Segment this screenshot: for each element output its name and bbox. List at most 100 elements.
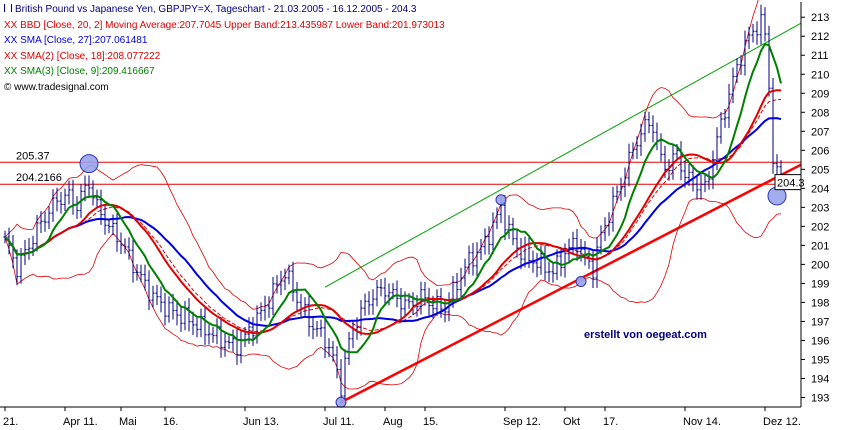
ohlc-bar: [259, 302, 263, 322]
ohlc-bar: [635, 136, 639, 160]
y-tick-label: 205: [811, 164, 829, 176]
ohlc-bar: [707, 170, 711, 190]
ohlc-bar: [719, 112, 723, 144]
bollinger-lower-band: [4, 197, 782, 390]
ohlc-bar: [95, 189, 99, 208]
ohlc-bar: [283, 268, 287, 291]
ohlc-bar: [343, 349, 347, 405]
ohlc-bar: [595, 237, 599, 288]
ohlc-bar: [463, 258, 467, 287]
ohlc-bar: [143, 264, 147, 291]
ohlc-bar: [775, 154, 779, 177]
ohlc-bar: [123, 238, 127, 254]
ohlc-bar: [155, 284, 159, 306]
y-tick-label: 206: [811, 145, 829, 157]
ohlc-bar: [699, 174, 703, 200]
ohlc-bar: [607, 212, 611, 236]
ohlc-bar: [639, 123, 643, 156]
ohlc-bar: [223, 332, 227, 357]
y-tick-label: 201: [811, 240, 829, 252]
ohlc-bar: [379, 278, 383, 297]
ohlc-bar: [203, 306, 207, 345]
level-label-2: 204.2166: [16, 172, 62, 184]
x-tick-label: Okt: [563, 416, 580, 428]
legend-source: www.tradesignal.com: [14, 81, 109, 93]
ohlc-bar: [47, 206, 51, 230]
ohlc-bar: [119, 232, 123, 254]
x-tick-label: Jun 13.: [243, 416, 279, 428]
ohlc-bar: [459, 267, 463, 300]
y-tick-label: 203: [811, 202, 829, 214]
x-tick-label: 15.: [423, 416, 438, 428]
ohlc-bar: [487, 226, 491, 255]
ohlc-bar: [615, 185, 619, 203]
ohlc-bar: [63, 188, 67, 211]
watermark-text: erstellt von oegeat.com: [584, 329, 707, 341]
ohlc-bar: [187, 298, 191, 332]
ohlc-bar: [87, 175, 91, 198]
ohlc-bar: [375, 280, 379, 307]
pivot-marker: [79, 154, 99, 174]
ohlc-bar: [479, 238, 483, 261]
ohlc-bars: [3, 4, 783, 407]
ohlc-bar: [167, 296, 171, 323]
chart-legend: British Pound vs Japanese Yen, GBPJPY=X,…: [4, 2, 445, 95]
ohlc-bar: [475, 242, 479, 276]
ohlc-bar: [279, 270, 283, 296]
ohlc-bar: [335, 346, 339, 379]
ohlc-bar: [743, 30, 747, 76]
ohlc-bar: [35, 214, 39, 252]
ohlc-bar: [287, 264, 291, 285]
ohlc-bar: [139, 264, 143, 283]
ohlc-bar: [323, 317, 327, 358]
legend-xx-sma2: XX: [4, 50, 18, 62]
ohlc-bar: [483, 228, 487, 255]
ohlc-bar: [727, 83, 731, 129]
y-tick-label: 204: [811, 183, 829, 195]
ohlc-bar: [399, 288, 403, 320]
y-tick-label: 213: [811, 12, 829, 24]
ohlc-bar: [23, 239, 27, 265]
ohlc-bar: [207, 324, 211, 345]
ohlc-bar: [275, 275, 279, 294]
ohlc-bar: [759, 4, 763, 45]
sma-9-line: [4, 42, 782, 354]
ohlc-bar: [395, 280, 399, 308]
ohlc-bar: [291, 261, 295, 302]
ohlc-bar: [51, 189, 55, 222]
ohlc-bar: [107, 218, 111, 234]
ohlc-bar: [555, 249, 559, 280]
ohlc-bar: [267, 296, 271, 318]
x-tick-label: 21.: [3, 416, 18, 428]
x-tick-label: 17.: [603, 416, 618, 428]
ohlc-bar: [295, 281, 299, 313]
ohlc-bar: [619, 177, 623, 201]
legend-bbd-row: XX BBD [Close, 20, 2] Moving Average:207…: [4, 18, 445, 34]
ohlc-bar: [435, 289, 439, 316]
copyright-icon: ©: [4, 81, 12, 93]
ohlc-bar: [59, 192, 63, 214]
ohlc-bar: [263, 295, 267, 321]
legend-source-row: © www.tradesignal.com: [4, 80, 445, 96]
legend-title: British Pound vs Japanese Yen, GBPJPY=X,…: [15, 4, 417, 15]
ohlc-bar: [603, 217, 607, 242]
x-tick-label: Apr 11.: [63, 416, 98, 428]
channel-line: [324, 22, 802, 288]
bollinger-upper-band: [4, 0, 759, 310]
ohlc-bar: [359, 299, 363, 336]
ohlc-bar: [579, 239, 583, 262]
legend-bbd: BBD [Close, 20, 2] Moving Average:207.70…: [20, 19, 445, 31]
x-tick-label: Nov 14.: [683, 416, 721, 428]
pivot-marker: [495, 194, 507, 206]
ohlc-bar: [467, 245, 471, 275]
y-tick-label: 198: [811, 297, 829, 309]
x-tick-label: Mai: [119, 416, 137, 428]
ohlc-bar: [623, 167, 627, 198]
legend-xx-sma3: XX: [4, 66, 18, 77]
ohlc-bar: [195, 316, 199, 338]
ohlc-bar: [591, 251, 595, 288]
y-axis: 193 194 195 196 197 198 199 200 201 202 203 204 205 2…: [801, 12, 829, 404]
ohlc-bar: [347, 331, 351, 366]
ohlc-bar: [131, 239, 135, 283]
y-tick-label: 194: [811, 373, 829, 385]
